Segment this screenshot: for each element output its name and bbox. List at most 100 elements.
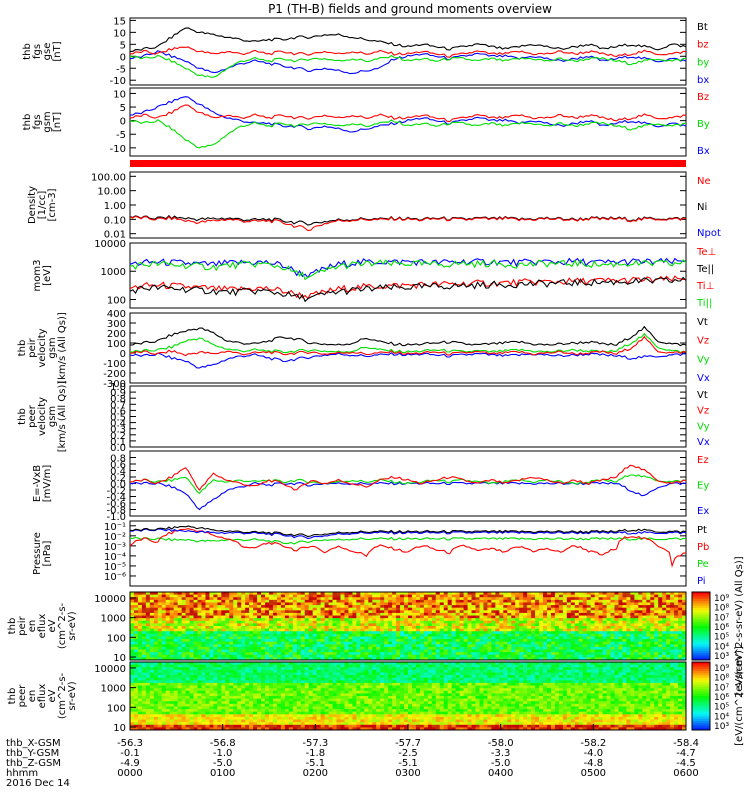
heatmap-cell bbox=[654, 618, 659, 622]
heatmap-cell bbox=[133, 727, 139, 731]
heatmap-cell bbox=[396, 618, 401, 622]
heatmap-cell bbox=[404, 649, 409, 653]
heatmap-cell bbox=[638, 652, 643, 656]
heatmap-cell bbox=[149, 644, 155, 648]
heatmap-cell bbox=[316, 657, 322, 661]
heatmap-cell bbox=[515, 628, 520, 632]
heatmap-cell bbox=[157, 675, 163, 679]
heatmap-cell bbox=[348, 641, 353, 645]
heatmap-cell bbox=[265, 714, 270, 718]
heatmap-cell bbox=[145, 714, 151, 718]
heatmap-cell bbox=[233, 641, 238, 645]
heatmap-cell bbox=[400, 657, 405, 661]
heatmap-cell bbox=[574, 628, 580, 632]
heatmap-cell bbox=[523, 594, 528, 598]
heatmap-cell bbox=[606, 610, 611, 614]
heatmap-cell bbox=[157, 662, 163, 666]
heatmap-cell bbox=[503, 610, 508, 614]
heatmap-cell bbox=[181, 709, 186, 713]
heatmap-cell bbox=[173, 654, 179, 658]
heatmap-cell bbox=[682, 633, 687, 637]
heatmap-cell bbox=[570, 628, 576, 632]
heatmap-cell bbox=[177, 599, 183, 603]
heatmap-cell bbox=[316, 594, 322, 598]
heatmap-cell bbox=[598, 646, 603, 650]
heatmap-cell bbox=[654, 636, 659, 640]
heatmap-cell bbox=[133, 675, 139, 679]
legend-Vt: Vt bbox=[697, 390, 708, 401]
heatmap-cell bbox=[157, 607, 163, 611]
heatmap-cell bbox=[511, 641, 516, 645]
heatmap-cell bbox=[463, 592, 468, 596]
heatmap-cell bbox=[376, 618, 381, 622]
heatmap-cell bbox=[153, 669, 159, 673]
heatmap-cell bbox=[213, 711, 218, 715]
heatmap-cell bbox=[543, 610, 548, 614]
heatmap-cell bbox=[483, 594, 488, 598]
heatmap-cell bbox=[257, 657, 262, 661]
heatmap-cell bbox=[145, 599, 151, 603]
heatmap-cell bbox=[344, 599, 349, 603]
panel-frame bbox=[129, 450, 687, 517]
heatmap-cell bbox=[642, 620, 647, 624]
heatmap-cell bbox=[451, 602, 457, 606]
heatmap-cell bbox=[241, 594, 246, 598]
heatmap-cell bbox=[535, 628, 540, 632]
heatmap-cell bbox=[451, 654, 457, 658]
heatmap-cell bbox=[646, 612, 651, 616]
heatmap-cell bbox=[221, 680, 226, 684]
heatmap-cell bbox=[189, 690, 194, 694]
ytick-label: 5 bbox=[120, 40, 126, 51]
heatmap-cell bbox=[475, 620, 480, 624]
heatmap-cell bbox=[233, 688, 238, 692]
heatmap-cell bbox=[340, 602, 345, 606]
heatmap-cell bbox=[161, 602, 167, 606]
heatmap-cell bbox=[515, 646, 520, 650]
heatmap-cell bbox=[304, 636, 310, 640]
heatmap-cell bbox=[245, 652, 250, 656]
heatmap-cell bbox=[471, 612, 476, 616]
heatmap-cell bbox=[153, 626, 159, 630]
heatmap-cell bbox=[531, 628, 536, 632]
heatmap-cell bbox=[169, 612, 175, 616]
panel-frame bbox=[129, 312, 687, 384]
heatmap-cell bbox=[181, 667, 186, 671]
heatmap-cell bbox=[272, 607, 278, 611]
heatmap-cell bbox=[638, 602, 643, 606]
colorbar-step bbox=[692, 644, 710, 647]
heatmap-cell bbox=[213, 641, 218, 645]
heatmap-cell bbox=[570, 636, 576, 640]
heatmap-cell bbox=[276, 677, 282, 681]
heatmap-cell bbox=[614, 605, 619, 609]
heatmap-cell bbox=[614, 612, 619, 616]
heatmap-cell bbox=[610, 657, 615, 661]
heatmap-cell bbox=[582, 599, 588, 603]
heatmap-cell bbox=[261, 682, 266, 686]
heatmap-cell bbox=[535, 649, 540, 653]
heatmap-cell bbox=[646, 615, 651, 619]
heatmap-cell bbox=[133, 610, 139, 614]
heatmap-cell bbox=[157, 610, 163, 614]
heatmap-cell bbox=[626, 612, 631, 616]
heatmap-cell bbox=[209, 602, 214, 606]
heatmap-cell bbox=[419, 636, 425, 640]
heatmap-cell bbox=[523, 641, 528, 645]
heatmap-cell bbox=[531, 605, 536, 609]
heatmap-cell bbox=[261, 690, 266, 694]
heatmap-cell bbox=[566, 607, 572, 611]
heatmap-cell bbox=[368, 644, 373, 648]
heatmap-cell bbox=[415, 631, 421, 635]
heatmap-cell bbox=[634, 592, 639, 596]
heatmap-cell bbox=[149, 672, 155, 676]
heatmap-cell bbox=[654, 605, 659, 609]
heatmap-cell bbox=[622, 649, 627, 653]
heatmap-cell bbox=[364, 615, 369, 619]
heatmap-cell bbox=[245, 672, 250, 676]
heatmap-cell bbox=[253, 649, 258, 653]
heatmap-cell bbox=[173, 716, 179, 720]
heatmap-cell bbox=[292, 626, 298, 630]
heatmap-cell bbox=[650, 602, 655, 606]
heatmap-cell bbox=[157, 646, 163, 650]
heatmap-cell bbox=[157, 722, 163, 726]
